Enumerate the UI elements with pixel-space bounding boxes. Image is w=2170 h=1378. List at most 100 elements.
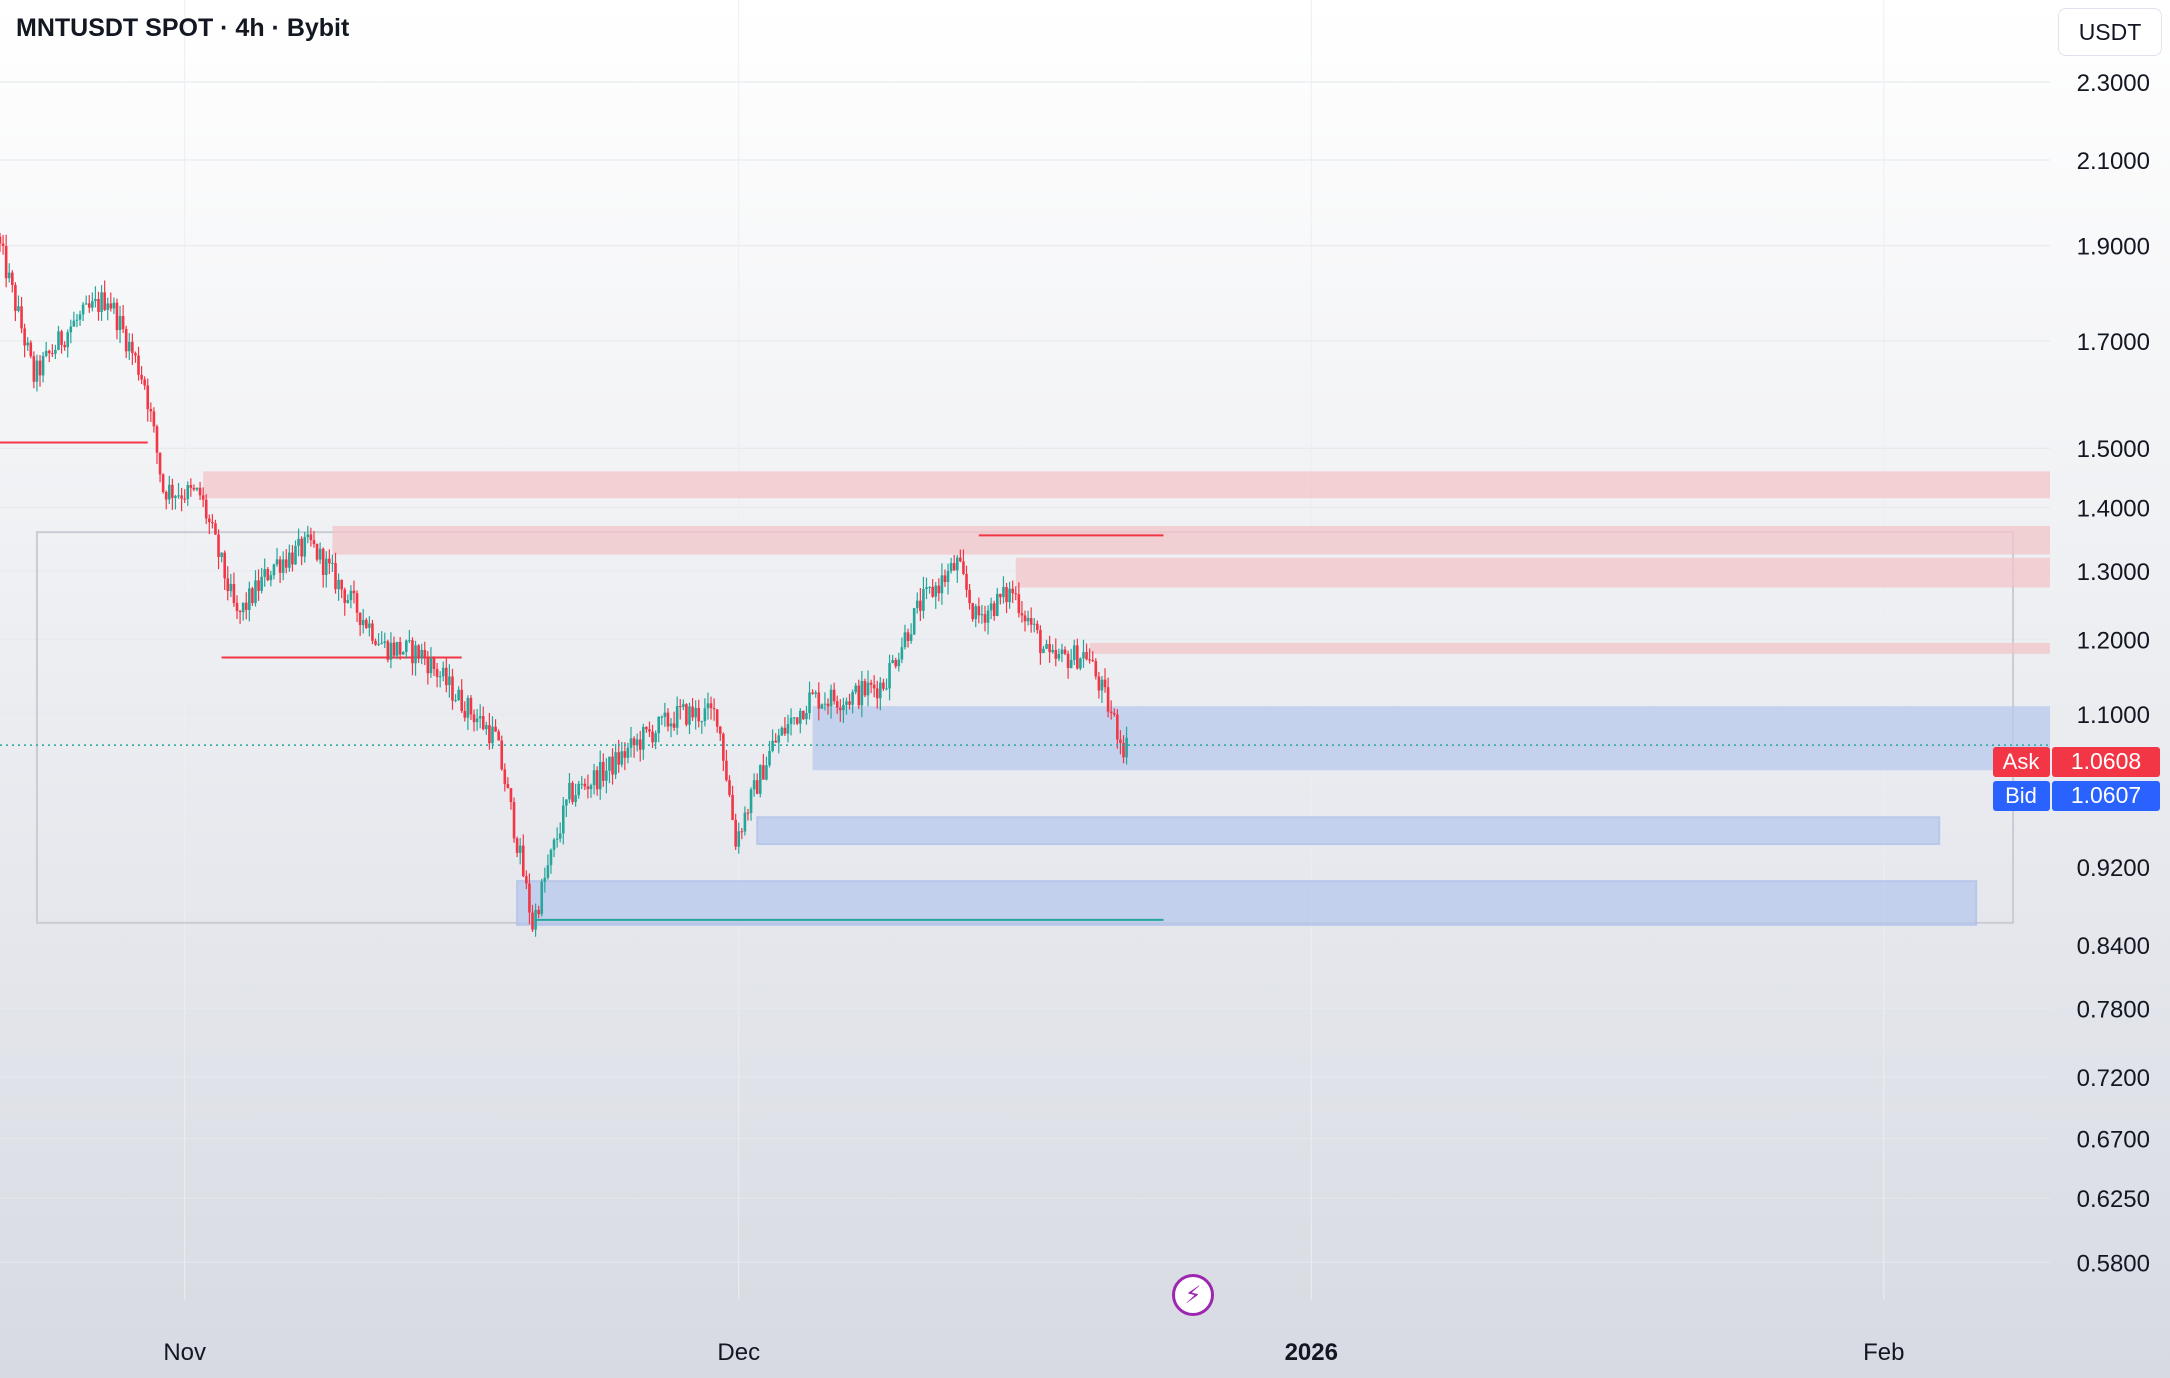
candle-body [288,552,291,568]
candle-body [1060,649,1064,654]
candle-body [1002,587,1005,598]
candle-body [663,712,667,717]
candle-body [571,782,574,803]
candle-body [1048,644,1051,653]
candle-body [229,583,233,592]
candle-body [1066,653,1070,668]
candle-body [198,487,202,496]
supply-zone [1015,557,2050,588]
candle-body [768,750,771,766]
candle-body [848,701,851,705]
candle-body [765,765,768,780]
candle-body [931,586,934,597]
candle-body [364,619,368,628]
bid-label-bg [1993,781,2050,811]
candle-body [35,360,39,382]
candle-body [97,298,100,313]
candle-body [678,706,682,708]
candle-body [546,865,550,878]
candle-body [725,760,728,781]
candle-body [740,831,744,833]
candle-body [121,316,125,330]
currency-button[interactable]: USDT [2058,8,2162,56]
candle-body [343,589,347,603]
candle-body [32,356,36,382]
symbol-title[interactable]: MNTUSDT SPOT · 4h · Bybit [16,14,350,42]
candle-body [722,733,725,761]
candle-body [959,557,962,562]
price-axis-label: 0.7800 [2077,996,2150,1023]
candle-body [645,726,648,730]
candle-body [100,292,103,313]
candle-body [718,726,722,734]
candle-body [204,499,208,519]
candle-body [72,320,76,327]
ask-label: Ask [2003,749,2041,774]
candle-body [189,485,193,488]
candle-body [303,537,307,557]
candle-body [715,709,719,727]
candle-body [623,751,627,758]
candle-body [272,564,276,576]
candle-body [115,302,119,331]
supply-zone [1089,642,2050,654]
candle-body [642,726,645,750]
candle-body [106,303,110,310]
candle-body [241,602,245,613]
candle-body [666,712,670,727]
candle-body [131,341,134,354]
candle-body [1029,617,1033,625]
candle-body [980,614,984,616]
candle-body [414,645,417,664]
candle-body [814,692,817,694]
candle-body [494,726,497,732]
candle-body [405,640,408,653]
candle-body [423,650,427,659]
candle-body [318,548,322,560]
candle-body [731,794,734,820]
candle-body [906,632,910,641]
candle-body [69,326,73,333]
price-axis-label: 0.5800 [2077,1250,2150,1277]
candle-body [60,331,63,345]
candle-body [598,761,602,790]
candle-body [758,765,762,794]
candle-body [857,685,861,706]
candle-body [251,588,254,604]
candle-body [1112,712,1116,715]
candle-body [118,316,122,331]
candle-body [780,727,784,736]
candle-body [411,640,414,664]
candle-body [1085,652,1088,660]
candle-body [180,495,183,499]
candle-body [186,485,190,500]
candle-body [275,559,279,565]
candle-body [81,304,85,315]
candle-body [426,658,430,674]
candle-body [934,585,938,597]
lightning-icon[interactable]: ⚡ [1172,1274,1214,1316]
candle-body [1076,645,1079,669]
candle-body [943,575,947,583]
candle-body [321,548,325,575]
candle-body [568,782,571,800]
candle-body [774,740,777,743]
candle-body [214,523,217,535]
price-axis-label: 0.8400 [2077,933,2150,960]
candle-body [17,306,20,311]
candle-body [875,688,879,699]
price-axis-label: 1.4000 [2077,495,2150,522]
candle-body [832,689,836,702]
price-axis-label: 1.9000 [2077,234,2150,261]
candle-body [651,731,654,743]
candle-body [762,765,765,780]
demand-zone [516,880,1978,926]
candle-body [817,692,821,709]
candle-body [1122,742,1125,758]
time-axis-label: Feb [1863,1339,1904,1366]
candle-body [811,692,814,694]
price-axis-label: 0.6700 [2077,1127,2150,1154]
candle-body [986,610,990,623]
